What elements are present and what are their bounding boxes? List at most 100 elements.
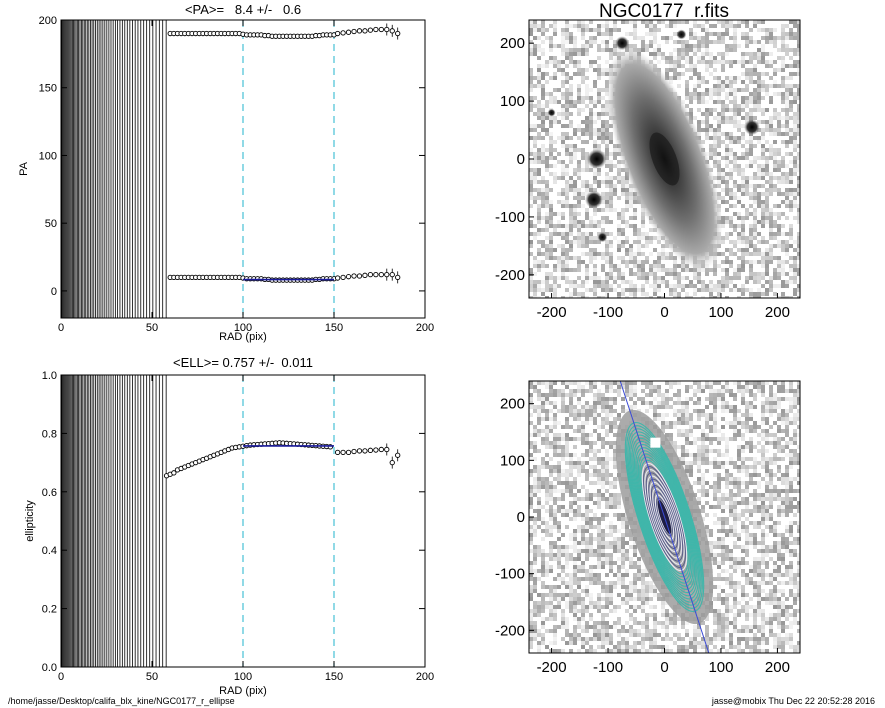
model-noise-pixel	[701, 409, 705, 413]
image-noise-pixel	[717, 192, 721, 196]
image-noise-pixel	[641, 292, 645, 296]
model-noise-pixel	[593, 409, 597, 413]
model-noise-pixel	[613, 501, 617, 505]
model-noise-pixel	[721, 417, 725, 421]
image-noise-pixel	[749, 100, 753, 104]
image-noise-pixel	[765, 148, 769, 152]
model-noise-pixel	[781, 489, 785, 493]
image-noise-pixel	[593, 120, 597, 124]
model-noise-pixel	[745, 481, 749, 485]
image-noise-pixel	[761, 236, 765, 240]
image-noise-pixel	[565, 108, 569, 112]
image-noise-pixel	[657, 280, 661, 284]
model-noise-pixel	[597, 529, 601, 533]
model-noise-pixel	[741, 393, 745, 397]
image-noise-pixel	[605, 288, 609, 292]
image-noise-pixel	[537, 136, 541, 140]
model-noise-pixel	[769, 505, 773, 509]
model-noise-pixel	[677, 397, 681, 401]
image-y-tick-label: 100	[500, 93, 525, 110]
model-noise-pixel	[701, 445, 705, 449]
model-noise-pixel	[685, 385, 689, 389]
model-noise-pixel	[573, 509, 577, 513]
model-noise-pixel	[561, 453, 565, 457]
model-noise-pixel	[769, 389, 773, 393]
image-noise-pixel	[765, 252, 769, 256]
image-noise-pixel	[557, 112, 561, 116]
image-noise-pixel	[577, 124, 581, 128]
image-noise-pixel	[673, 272, 677, 276]
image-noise-pixel	[665, 36, 669, 40]
image-noise-pixel	[541, 244, 545, 248]
model-noise-pixel	[641, 389, 645, 393]
image-noise-pixel	[761, 184, 765, 188]
model-noise-pixel	[725, 441, 729, 445]
image-noise-pixel	[637, 260, 641, 264]
image-noise-pixel	[593, 176, 597, 180]
image-noise-pixel	[605, 100, 609, 104]
image-noise-pixel	[609, 140, 613, 144]
image-noise-pixel	[565, 48, 569, 52]
image-noise-pixel	[577, 292, 581, 296]
image-noise-pixel	[781, 44, 785, 48]
image-noise-pixel	[553, 296, 557, 298]
model-noise-pixel	[685, 461, 689, 465]
model-noise-pixel	[777, 457, 781, 461]
model-noise-pixel	[549, 473, 553, 477]
model-noise-pixel	[749, 389, 753, 393]
model-noise-pixel	[609, 481, 613, 485]
image-noise-pixel	[577, 220, 581, 224]
image-noise-pixel	[741, 188, 745, 192]
model-noise-pixel	[609, 385, 613, 389]
model-noise-pixel	[737, 533, 741, 537]
image-noise-pixel	[637, 236, 641, 240]
image-noise-pixel	[737, 140, 741, 144]
image-noise-pixel	[657, 264, 661, 268]
model-noise-pixel	[717, 441, 721, 445]
model-noise-pixel	[621, 533, 625, 537]
ell-x-tick-label: 0	[58, 671, 64, 683]
model-noise-pixel	[765, 525, 769, 529]
model-noise-pixel	[557, 497, 561, 501]
image-noise-pixel	[529, 72, 533, 76]
model-noise-pixel	[621, 397, 625, 401]
model-noise-pixel	[573, 533, 577, 537]
image-noise-pixel	[549, 148, 553, 152]
image-noise-pixel	[541, 32, 545, 36]
image-noise-pixel	[745, 216, 749, 220]
image-noise-pixel	[745, 184, 749, 188]
image-noise-pixel	[753, 184, 757, 188]
image-noise-pixel	[533, 160, 537, 164]
model-noise-pixel	[581, 413, 585, 417]
image-noise-pixel	[753, 196, 757, 200]
model-noise-pixel	[717, 477, 721, 481]
model-noise-pixel	[789, 385, 793, 389]
image-noise-pixel	[533, 172, 537, 176]
image-noise-pixel	[777, 84, 781, 88]
image-noise-pixel	[577, 112, 581, 116]
image-noise-pixel	[529, 68, 533, 72]
model-noise-pixel	[569, 405, 573, 409]
image-noise-pixel	[769, 28, 773, 32]
model-noise-pixel	[561, 473, 565, 477]
image-noise-pixel	[673, 40, 677, 44]
image-noise-pixel	[541, 136, 545, 140]
image-noise-pixel	[777, 228, 781, 232]
image-noise-pixel	[717, 144, 721, 148]
image-noise-pixel	[709, 108, 713, 112]
image-noise-pixel	[561, 164, 565, 168]
model-noise-pixel	[769, 401, 773, 405]
image-noise-pixel	[785, 152, 789, 156]
model-noise-pixel	[585, 413, 589, 417]
image-noise-pixel	[685, 292, 689, 296]
image-noise-pixel	[761, 164, 765, 168]
model-noise-pixel	[789, 501, 793, 505]
model-noise-pixel	[533, 529, 537, 533]
model-noise-pixel	[705, 481, 709, 485]
image-noise-pixel	[601, 200, 605, 204]
model-noise-pixel	[545, 525, 549, 529]
model-noise-pixel	[629, 385, 633, 389]
model-noise-pixel	[709, 533, 713, 537]
model-noise-pixel	[605, 421, 609, 425]
image-noise-pixel	[541, 64, 545, 68]
